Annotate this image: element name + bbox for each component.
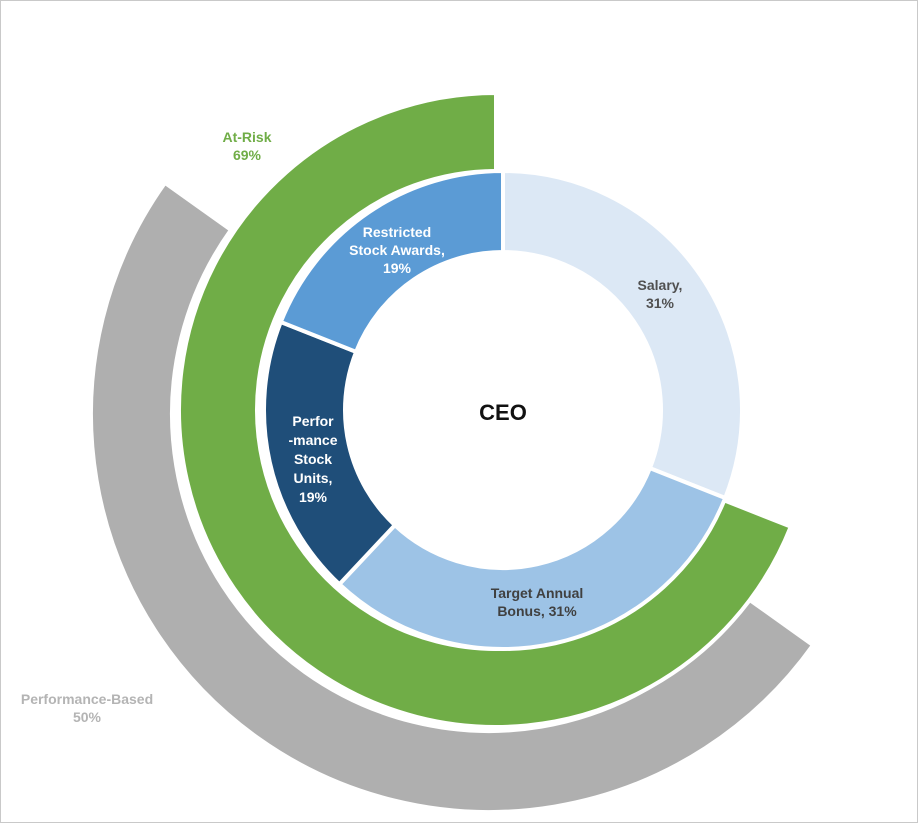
slice-salary [501, 168, 744, 501]
slice-label-restricted-line: 19% [383, 260, 412, 276]
slice-label-perfor: Perfor -mance Stock Units, 19% [288, 413, 337, 505]
slice-label-perfor-line: Units, [294, 470, 333, 486]
slice-label-target-annual-line: Target Annual [491, 585, 584, 601]
slice-label-perfor-line: 19% [299, 489, 328, 505]
slice-label-target-annual: Target Annual Bonus, 31% [491, 585, 584, 619]
performance-based-arc [89, 180, 816, 814]
at-risk-label-line: At-Risk [222, 129, 271, 145]
at-risk-label-line: 69% [233, 147, 262, 163]
slice-target-annual [336, 465, 728, 651]
slice-restricted [278, 168, 505, 355]
at-risk-arc [177, 90, 794, 729]
slice-label-perfor-line: -mance [288, 432, 337, 448]
slice-label-restricted-line: Restricted [363, 224, 431, 240]
slice-label-restricted: Restricted Stock Awards, 19% [349, 224, 445, 276]
slice-label-salary-line: Salary, [638, 277, 683, 293]
performance-based-label: Performance-Based 50% [21, 691, 153, 725]
slice-label-perfor-line: Stock [294, 451, 332, 467]
slice-label-restricted-line: Stock Awards, [349, 242, 445, 258]
performance-based-label-line: Performance-Based [21, 691, 153, 707]
performance-based-label-line: 50% [73, 709, 102, 725]
slice-label-salary-line: 31% [646, 295, 675, 311]
at-risk-label: At-Risk 69% [222, 129, 271, 163]
slice-label-salary: Salary, 31% [638, 277, 683, 311]
slice-label-perfor-line: Perfor [292, 413, 334, 429]
center-label: CEO [479, 400, 527, 425]
slice-label-target-annual-line: Bonus, 31% [497, 603, 577, 619]
